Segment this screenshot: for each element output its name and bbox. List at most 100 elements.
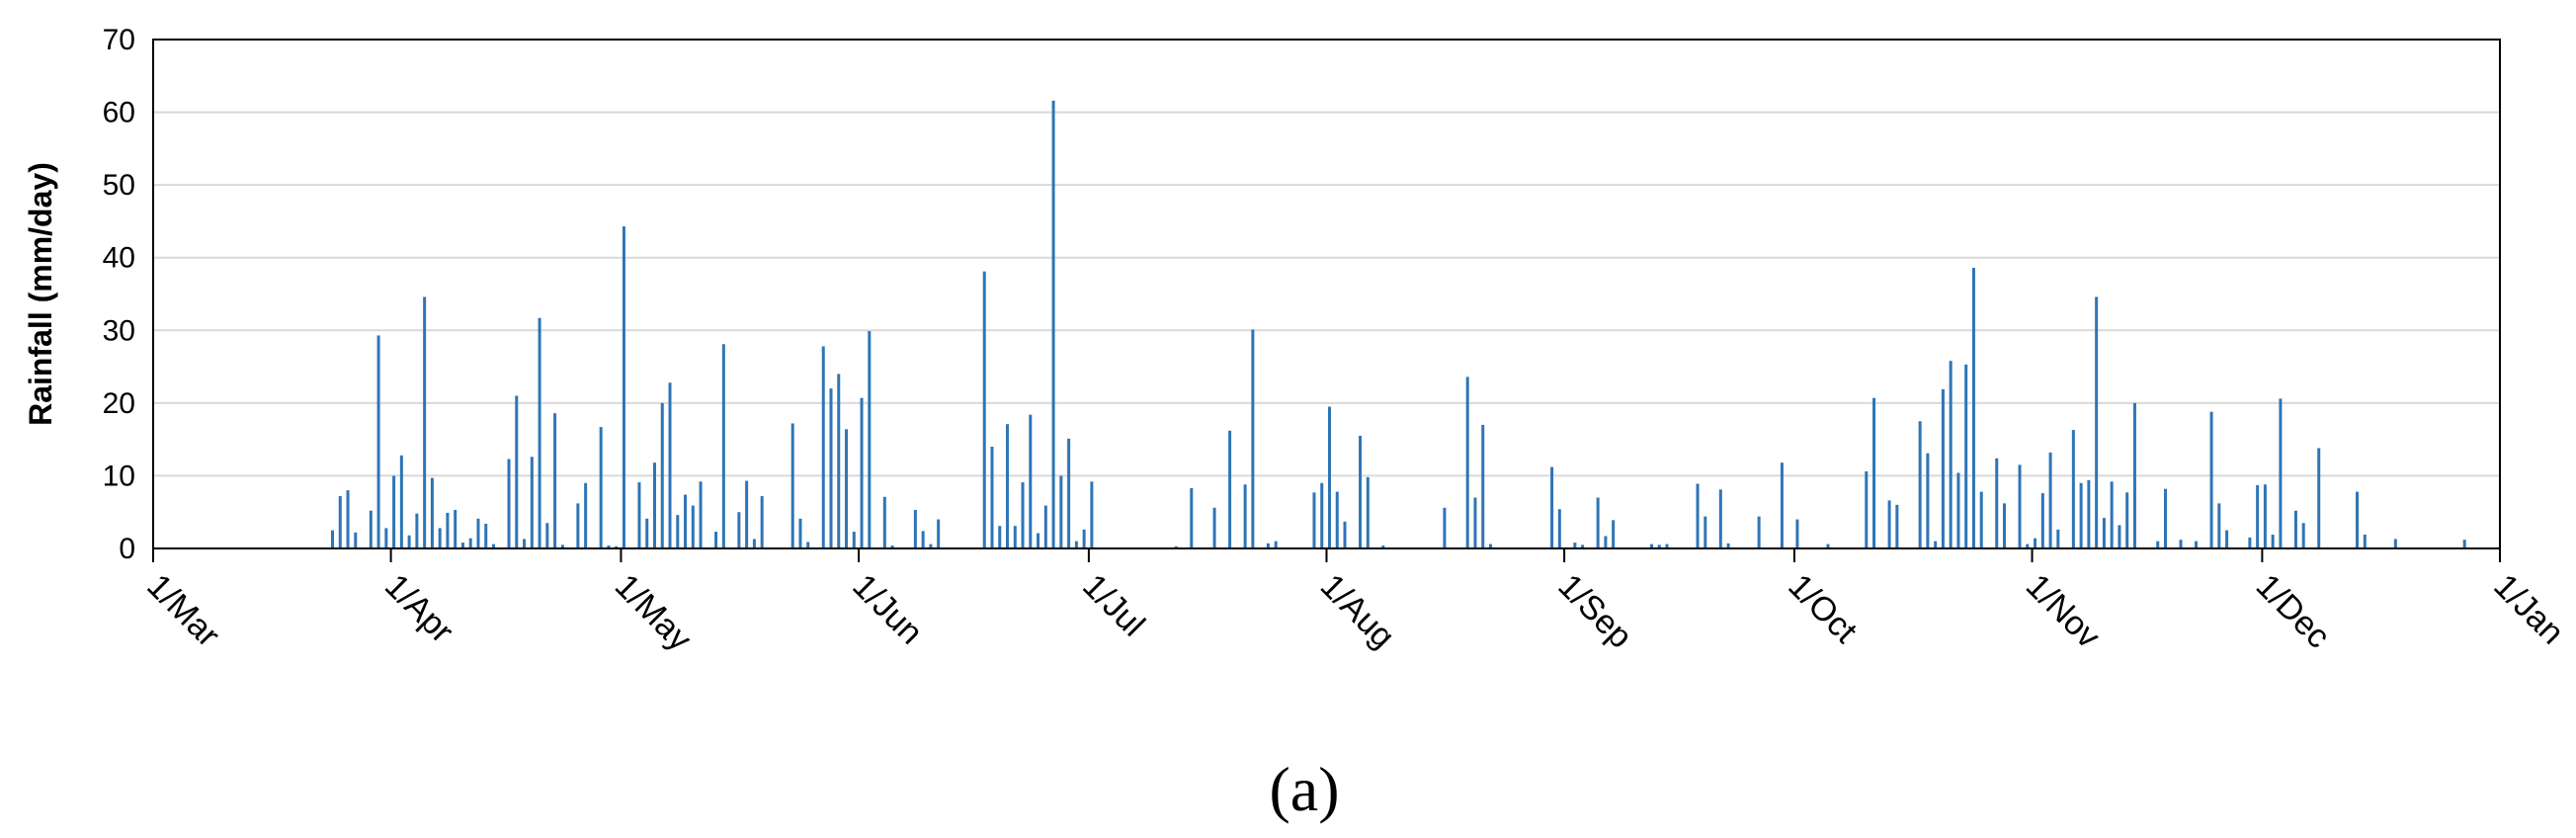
rainfall-bar — [430, 477, 434, 548]
x-tick-label: 1/Dec — [2249, 567, 2338, 656]
rainfall-bar — [530, 457, 534, 548]
rainfall-bar — [1328, 406, 1331, 548]
rainfall-bar — [882, 496, 886, 548]
rainfall-bar — [1865, 471, 1869, 548]
rainfall-bar — [1550, 466, 1554, 548]
rainfall-bar — [484, 523, 488, 548]
rainfall-bar — [837, 374, 841, 548]
rainfall-bar — [1995, 458, 1999, 548]
rainfall-bar — [1649, 544, 1653, 548]
rainfall-bar — [2040, 493, 2044, 548]
rainfall-bar — [331, 530, 335, 548]
rainfall-bar — [2195, 541, 2199, 548]
rainfall-bar — [2110, 481, 2114, 548]
rainfall-bar — [1251, 329, 1255, 548]
rainfall-bar — [354, 532, 358, 548]
rainfall-bar — [538, 317, 541, 548]
rainfall-bar — [1956, 472, 1960, 548]
rainfall-bar — [2079, 482, 2083, 548]
rainfall-bar — [829, 388, 833, 548]
rainfall-bar — [1021, 482, 1025, 548]
rainfall-bar — [553, 413, 557, 548]
rainfall-bar — [1612, 520, 1616, 548]
rainfall-bar — [346, 490, 350, 548]
rainfall-bar — [399, 455, 403, 548]
rainfall-bar — [2118, 525, 2121, 548]
x-tick-label: 1/Jul — [1075, 567, 1152, 644]
rainfall-bar — [523, 539, 527, 548]
rainfall-bar — [652, 462, 656, 548]
rainfall-bar — [384, 528, 388, 548]
rainfall-bar — [492, 544, 496, 548]
rainfall-bar — [1359, 435, 1363, 548]
rainfall-bar — [1335, 491, 1339, 548]
rainfall-bar — [660, 402, 664, 548]
plot-area-frame — [152, 39, 2501, 549]
rainfall-bar — [929, 544, 933, 548]
rainfall-bar — [392, 475, 396, 548]
rainfall-bar — [1228, 430, 1232, 548]
rainfall-bar — [1312, 492, 1316, 548]
rainfall-bar — [721, 344, 725, 548]
rainfall-bar — [1174, 545, 1178, 548]
rainfall-bar — [745, 480, 749, 548]
x-tick-label: 1/Mar — [139, 567, 226, 654]
rainfall-bar — [1979, 491, 1983, 548]
rainfall-bar — [1581, 545, 1585, 548]
rainfall-bar — [376, 335, 380, 548]
rainfall-bar — [790, 423, 794, 548]
y-axis-label: Rainfall (mm/day) — [23, 162, 58, 426]
rainfall-bar — [2071, 430, 2075, 548]
rainfall-bar — [2034, 538, 2037, 548]
rainfall-bar — [691, 505, 695, 548]
rainfall-bar — [423, 296, 427, 548]
rainfall-bar — [2003, 503, 2007, 548]
rainfall-bar — [1051, 100, 1055, 549]
rainfall-bar — [990, 447, 994, 548]
rainfall-bar — [2102, 518, 2106, 548]
rainfall-bar — [1274, 541, 1278, 548]
y-tick-label: 10 — [103, 460, 135, 492]
rainfall-bar — [860, 397, 864, 548]
x-tick-label: 1/Jan — [2486, 567, 2571, 652]
rainfall-bar — [2279, 398, 2283, 548]
rainfall-bar — [1718, 489, 1722, 548]
rainfall-bar — [1059, 475, 1063, 548]
rainfall-bar — [560, 545, 564, 548]
y-axis: 0 10 20 30 40 50 60 70 — [103, 24, 135, 565]
rainfall-bar — [1006, 424, 1010, 548]
rainfall-bar — [806, 542, 810, 548]
rainfall-bar — [1703, 516, 1707, 548]
rainfall-bar — [937, 519, 941, 548]
rainfall-bar — [1557, 509, 1561, 548]
rainfall-bar — [1696, 483, 1700, 548]
rainfall-bar — [1243, 484, 1247, 548]
rainfall-bar — [615, 545, 619, 548]
rainfall-bar — [2125, 492, 2129, 548]
y-tick-label: 60 — [103, 97, 135, 129]
x-axis: 1/Mar 1/Apr 1/May 1/Jun 1/Jul 1/Aug 1/Sep 1/Oct… — [139, 548, 2571, 658]
rainfall-bar — [415, 513, 419, 548]
y-tick-label: 20 — [103, 387, 135, 420]
rainfall-bar — [1343, 521, 1347, 548]
rainfall-bar — [1366, 476, 1370, 548]
rainfall-bar — [476, 518, 480, 548]
rainfall-bar — [890, 545, 894, 548]
rainfall-bar — [2179, 540, 2183, 548]
rainfall-bar — [1381, 545, 1385, 548]
rainfall-bar — [2095, 296, 2099, 548]
rainfall-bar — [1887, 500, 1891, 548]
rainfall-bar — [2317, 448, 2321, 548]
rainfall-bar — [2209, 411, 2213, 548]
rainfall-bar — [584, 482, 588, 548]
rainfall-bar — [1657, 545, 1661, 548]
rainfall-bar — [507, 459, 511, 548]
rainfall-bar — [868, 331, 872, 548]
x-tick-label: 1/Apr — [377, 567, 460, 650]
rainfall-bar — [913, 510, 917, 548]
rainfall-bar — [545, 523, 549, 548]
rainfall-bar — [1934, 541, 1938, 548]
rainfall-bar — [2393, 539, 2397, 548]
rainfall-bar — [684, 494, 688, 548]
